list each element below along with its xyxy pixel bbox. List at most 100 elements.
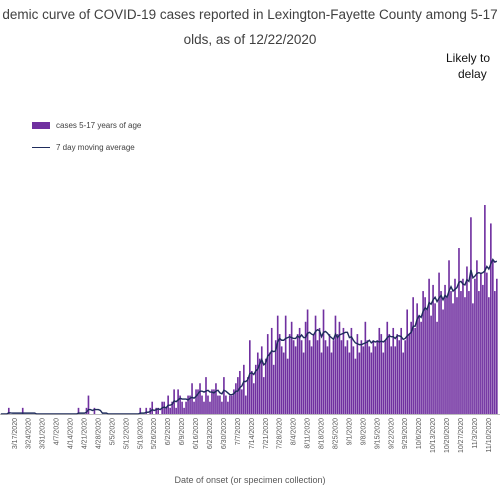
case-bar [284,315,287,414]
delay-annotation: Likely to delay [446,50,500,82]
case-bar [155,407,158,414]
case-bar [235,383,237,414]
case-bar [450,291,452,414]
case-bar [394,346,397,414]
x-tick-label: 6/16/2020 [193,418,200,449]
case-bar [231,395,233,414]
case-bar [460,291,462,414]
case-bar [380,334,383,414]
x-tick-label: 4/7/2020 [54,418,61,445]
case-bar [392,327,395,414]
case-bar [436,321,438,414]
case-bar [280,346,283,414]
case-bar [336,334,339,414]
x-tick-label: 9/29/2020 [402,418,409,449]
case-bar [288,334,291,414]
case-bar [426,309,428,414]
case-bar [298,327,301,414]
x-tick-label: 8/11/2020 [305,418,312,449]
x-axis-title: Date of onset (or specimen collection) [174,475,326,485]
case-bar [199,383,201,414]
case-bar [197,389,199,414]
x-tick-label: 10/6/2020 [416,418,423,449]
case-bar [7,407,10,414]
case-bar [292,340,295,414]
x-tick-label: 8/18/2020 [319,418,326,449]
case-bar [486,272,488,414]
case-bar [306,309,309,414]
case-bar [310,346,313,414]
case-bar [414,327,416,414]
x-tick-label: 4/21/2020 [81,418,88,449]
case-bar [420,321,422,414]
case-bar [410,321,412,414]
case-bar [366,340,369,414]
case-bar [434,303,436,414]
case-bar [424,297,426,414]
case-bar [187,395,189,414]
case-bar [364,321,367,414]
case-bar [324,340,327,414]
case-bar [249,340,251,414]
case-bar [470,217,472,414]
case-bar [203,401,205,414]
x-tick-label: 11/3/2020 [472,418,479,449]
case-bar [348,352,351,414]
case-bar [478,291,480,414]
delay-annotation-line-2: delay [458,67,487,81]
x-tick-label: 9/15/2020 [374,418,381,449]
case-bar [278,334,281,414]
case-bar [201,395,203,414]
case-bar [195,389,197,414]
case-bar [406,309,408,414]
case-bar [215,383,217,414]
case-bar [165,407,167,414]
case-bar [93,407,96,414]
case-bar [245,395,247,414]
x-tick-label: 5/5/2020 [109,418,116,445]
case-bar [398,340,401,414]
case-bar [412,297,414,414]
x-tick-label: 3/17/2020 [12,418,19,449]
x-tick-label: 5/26/2020 [151,418,158,449]
case-bar [418,315,420,414]
x-tick-label: 4/28/2020 [95,418,102,449]
x-tick-label: 6/23/2020 [207,418,214,449]
case-bar [243,364,245,414]
case-bar [239,370,241,414]
case-bar [266,334,269,414]
case-bar [219,395,221,414]
bars-group [7,205,498,414]
case-bar [346,340,349,414]
x-tick-label: 5/19/2020 [137,418,144,449]
case-bar [356,334,359,414]
case-bar [454,278,456,414]
legend-label-line: 7 day moving average [56,142,135,152]
case-bar [171,401,173,414]
case-bar [21,407,24,414]
case-bar [466,266,468,414]
case-bar [151,401,154,414]
case-bar [400,327,403,414]
case-bar [304,321,307,414]
case-bar [233,389,235,414]
chart-title-line-1: demic curve of COVID-19 cases reported i… [2,7,498,22]
case-bar [189,395,191,414]
x-tick-label: 8/25/2020 [332,418,339,449]
case-bar [496,278,498,414]
case-bar [488,297,490,414]
case-bar [282,352,285,414]
case-bar [258,358,261,414]
case-bar [476,260,478,414]
x-tick-label: 7/21/2020 [263,418,270,449]
case-bar [308,340,311,414]
case-bar [354,358,357,414]
case-bar [256,352,259,414]
case-bar [272,364,275,414]
case-bar [179,395,181,414]
case-bar [386,321,389,414]
case-bar [213,389,215,414]
case-bar [302,352,305,414]
case-bar [448,260,450,414]
